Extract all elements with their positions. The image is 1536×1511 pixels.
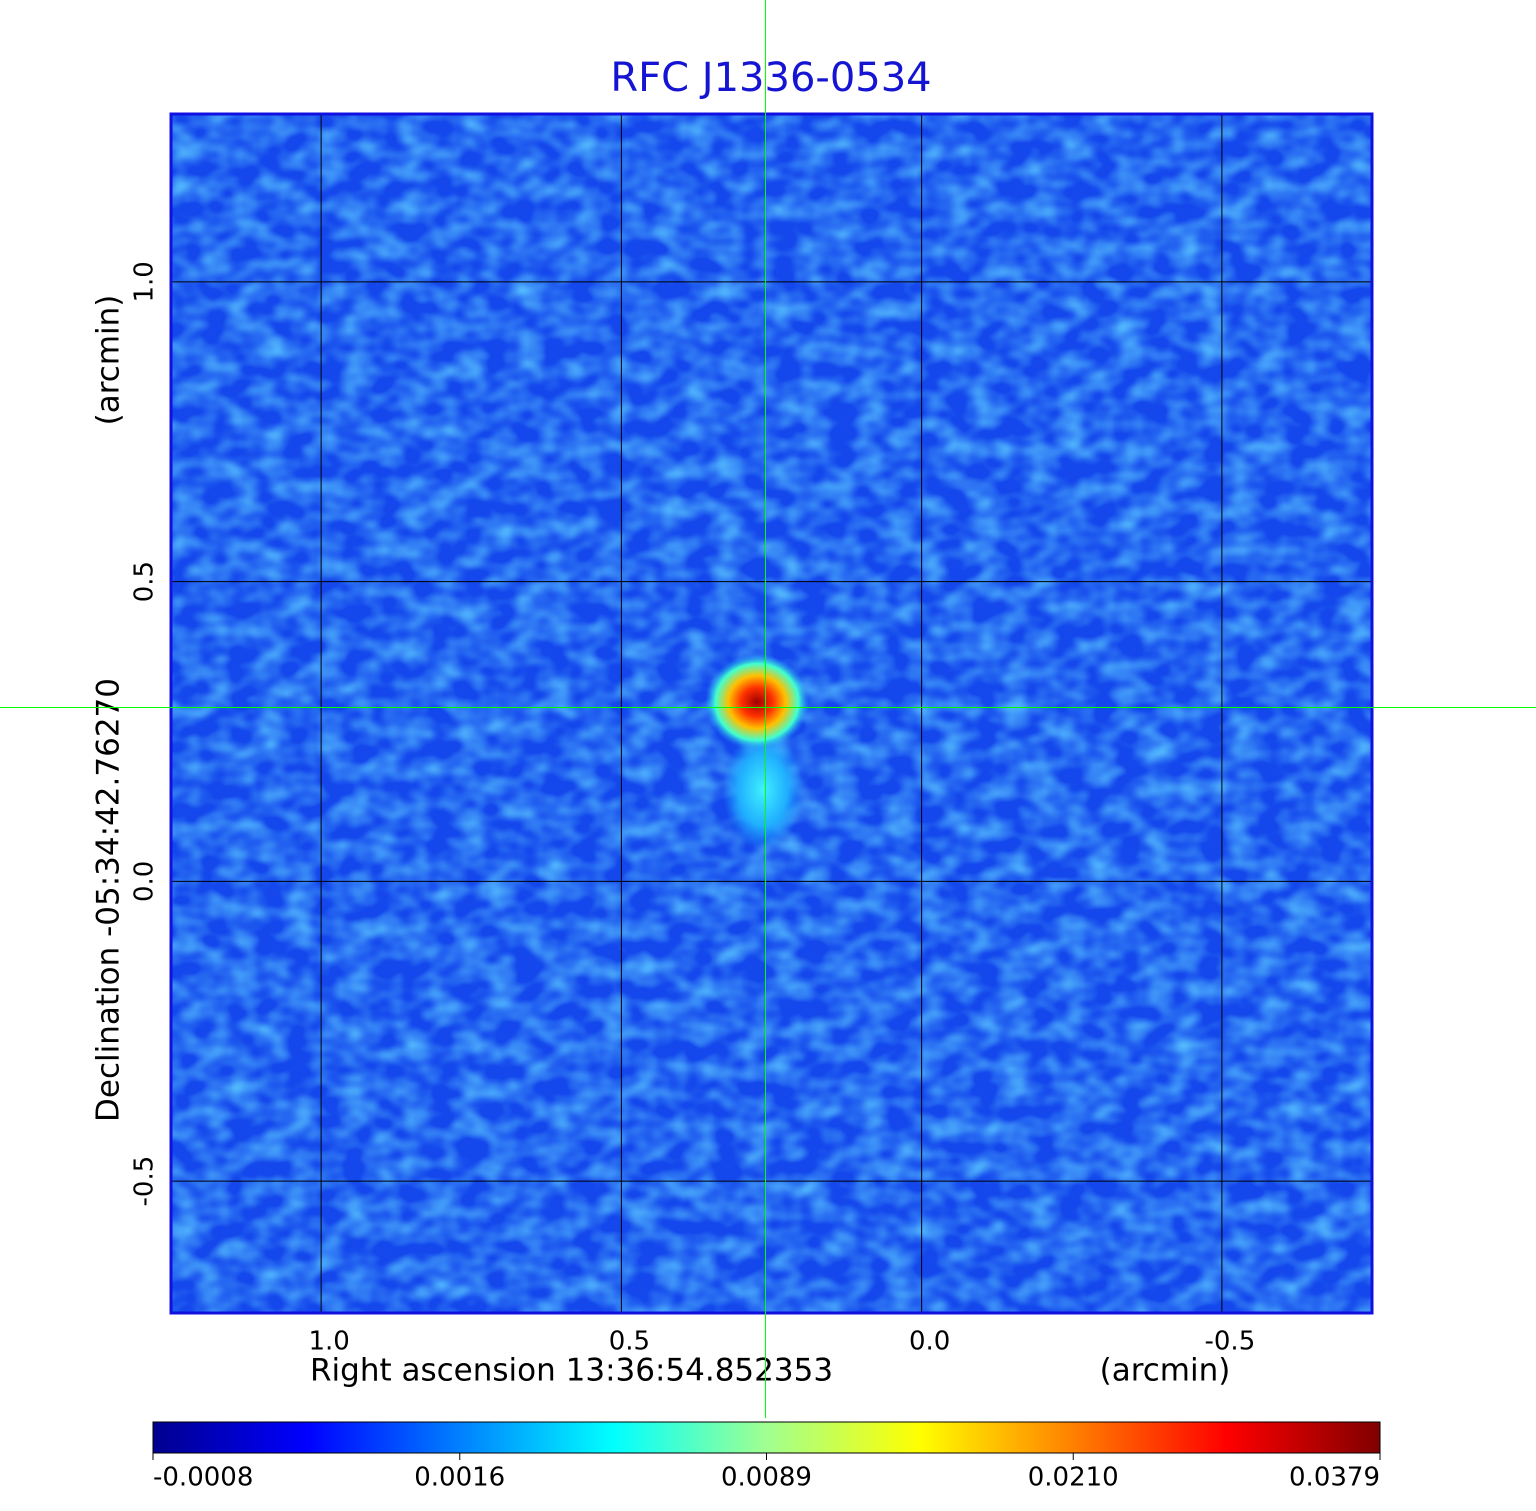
y-axis-unit: (arcmin) [91,295,127,426]
x-axis-label: Right ascension 13:36:54.852353 [310,1353,833,1389]
colorbar-tick-label: 0.0016 [414,1463,505,1493]
y-tick-label: 0.0 [130,861,160,902]
x-tick-label: 0.0 [909,1327,950,1357]
colorbar-tick-label: 0.0089 [721,1463,812,1493]
colorbar-tick-label: -0.0008 [153,1463,253,1493]
colorbar [152,1421,1381,1454]
source [705,654,809,750]
grid [171,114,1372,1313]
y-tick-label: -0.5 [130,1156,160,1207]
colorbar-tick-label: 0.0210 [1028,1463,1119,1493]
y-tick-label: 0.5 [130,561,160,602]
image [171,114,1372,1313]
x-axis-unit: (arcmin) [1100,1353,1231,1389]
x-tick-label: -0.5 [1205,1327,1256,1357]
y-tick-label: 1.0 [130,261,160,302]
plot-frame [169,112,1374,1315]
colorbar-tick-label: 0.0379 [1289,1463,1380,1493]
y-axis-label: Declination -05:34:42.76270 [91,678,127,1122]
x-tick-label: 1.0 [308,1327,349,1357]
chart-title: RFC J1336-0534 [610,55,931,101]
source-lobe [723,730,803,850]
x-tick-label: 0.5 [609,1327,650,1357]
